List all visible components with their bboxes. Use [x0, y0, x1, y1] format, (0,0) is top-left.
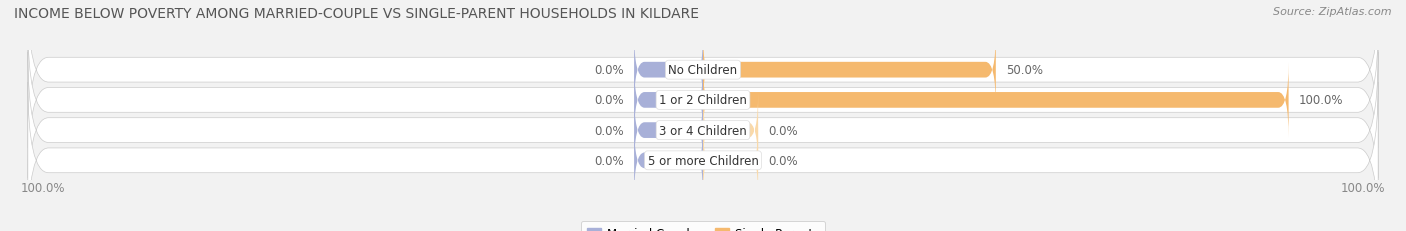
FancyBboxPatch shape [703, 123, 758, 198]
Text: 3 or 4 Children: 3 or 4 Children [659, 124, 747, 137]
FancyBboxPatch shape [28, 83, 1378, 231]
Text: 0.0%: 0.0% [595, 94, 624, 107]
Text: 0.0%: 0.0% [769, 124, 799, 137]
Text: 100.0%: 100.0% [1299, 94, 1344, 107]
Text: 50.0%: 50.0% [1007, 64, 1043, 77]
Text: 0.0%: 0.0% [595, 124, 624, 137]
Text: 100.0%: 100.0% [21, 181, 66, 194]
Text: Source: ZipAtlas.com: Source: ZipAtlas.com [1274, 7, 1392, 17]
FancyBboxPatch shape [28, 0, 1378, 148]
Text: 0.0%: 0.0% [595, 64, 624, 77]
FancyBboxPatch shape [703, 63, 1289, 138]
Text: INCOME BELOW POVERTY AMONG MARRIED-COUPLE VS SINGLE-PARENT HOUSEHOLDS IN KILDARE: INCOME BELOW POVERTY AMONG MARRIED-COUPL… [14, 7, 699, 21]
FancyBboxPatch shape [703, 33, 995, 108]
FancyBboxPatch shape [634, 33, 703, 108]
Text: 5 or more Children: 5 or more Children [648, 154, 758, 167]
Legend: Married Couples, Single Parents: Married Couples, Single Parents [581, 221, 825, 231]
Text: 1 or 2 Children: 1 or 2 Children [659, 94, 747, 107]
Text: 100.0%: 100.0% [1340, 181, 1385, 194]
FancyBboxPatch shape [634, 93, 703, 168]
Text: 0.0%: 0.0% [769, 154, 799, 167]
Text: 0.0%: 0.0% [595, 154, 624, 167]
FancyBboxPatch shape [28, 23, 1378, 178]
Text: No Children: No Children [668, 64, 738, 77]
FancyBboxPatch shape [634, 63, 703, 138]
FancyBboxPatch shape [28, 53, 1378, 208]
FancyBboxPatch shape [703, 93, 758, 168]
FancyBboxPatch shape [634, 123, 703, 198]
